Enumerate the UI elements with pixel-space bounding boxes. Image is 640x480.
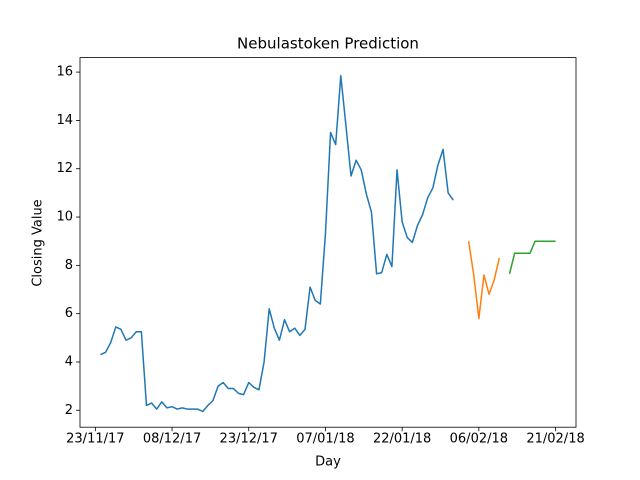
y-tick-label: 2 (65, 403, 73, 418)
y-axis-label: Closing Value (31, 199, 46, 286)
x-tick-label: 08/12/17 (143, 432, 201, 447)
x-tick-label: 07/01/18 (296, 432, 354, 447)
y-tick-label: 4 (65, 354, 73, 369)
y-tick-label: 10 (56, 210, 73, 225)
x-axis-label: Day (315, 455, 341, 470)
y-tick-label: 14 (56, 113, 73, 128)
x-tick-label: 23/11/17 (66, 432, 124, 447)
y-tick-label: 6 (65, 306, 73, 321)
x-tick-label: 21/02/18 (526, 432, 584, 447)
plot-frame (79, 57, 577, 428)
line-series (508, 240, 556, 274)
y-tick-label: 16 (56, 65, 73, 80)
line-series (467, 241, 501, 320)
line-series (100, 74, 454, 413)
x-tick-label: 23/12/17 (220, 432, 278, 447)
x-tick-label: 22/01/18 (373, 432, 431, 447)
chart-title: Nebulastoken Prediction (237, 35, 419, 53)
y-tick-label: 8 (65, 258, 73, 273)
y-tick-label: 12 (56, 161, 73, 176)
x-tick-label: 06/02/18 (450, 432, 508, 447)
